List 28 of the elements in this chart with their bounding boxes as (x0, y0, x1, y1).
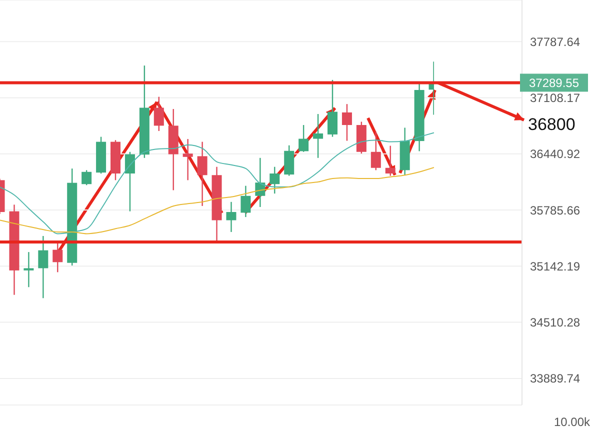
candlestick (298, 124, 309, 152)
candlestick (124, 151, 135, 212)
text: 36800 (528, 115, 576, 134)
line-series (0, 167, 434, 234)
candlestick (313, 113, 324, 159)
candlestick (370, 131, 381, 171)
y-tick-label: 36440.92 (530, 147, 580, 162)
y-tick-label: 35785.66 (530, 203, 580, 218)
candlestick (38, 235, 48, 299)
candlestick (270, 166, 280, 194)
candlestick (240, 185, 251, 218)
candlestick (328, 79, 338, 138)
candlestick (197, 141, 208, 207)
y-tick-label: 35142.19 (530, 259, 580, 274)
y-tick-label: 37108.17 (530, 91, 580, 106)
candlestick (24, 251, 34, 288)
y-tick-label: 33889.74 (530, 372, 580, 386)
y-tick-label: 37787.64 (530, 34, 580, 49)
ref-line-label: 37289.55 (528, 76, 580, 90)
candlestick (342, 103, 352, 142)
candlestick (82, 170, 92, 186)
y-tick-label: 34510.28 (530, 316, 580, 330)
candlestick (182, 138, 193, 181)
line-series (0, 132, 434, 234)
candlestick (284, 144, 294, 176)
text: 10.00k (554, 415, 591, 429)
candlestick (154, 96, 164, 132)
candlestick (226, 201, 236, 233)
